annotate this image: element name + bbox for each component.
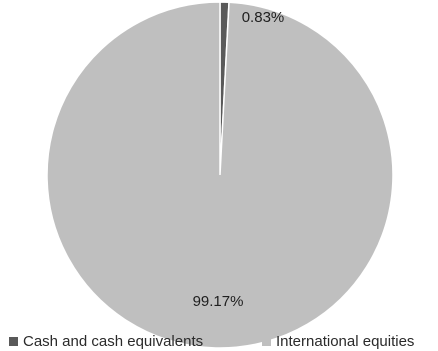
data-label-cash: 0.83% <box>242 9 285 26</box>
data-label-international-equities: 99.17% <box>193 293 244 310</box>
legend-swatch-cash <box>9 337 18 346</box>
chart-legend: Cash and cash equivalents International … <box>0 333 438 351</box>
legend-item-international-equities: International equities <box>262 333 414 350</box>
legend-label-cash: Cash and cash equivalents <box>23 333 204 350</box>
legend-item-cash: Cash and cash equivalents <box>9 333 203 350</box>
pie-slice-international-equities <box>46 1 394 349</box>
legend-swatch-international-equities <box>262 337 271 346</box>
legend-label-international-equities: International equities <box>276 333 415 350</box>
